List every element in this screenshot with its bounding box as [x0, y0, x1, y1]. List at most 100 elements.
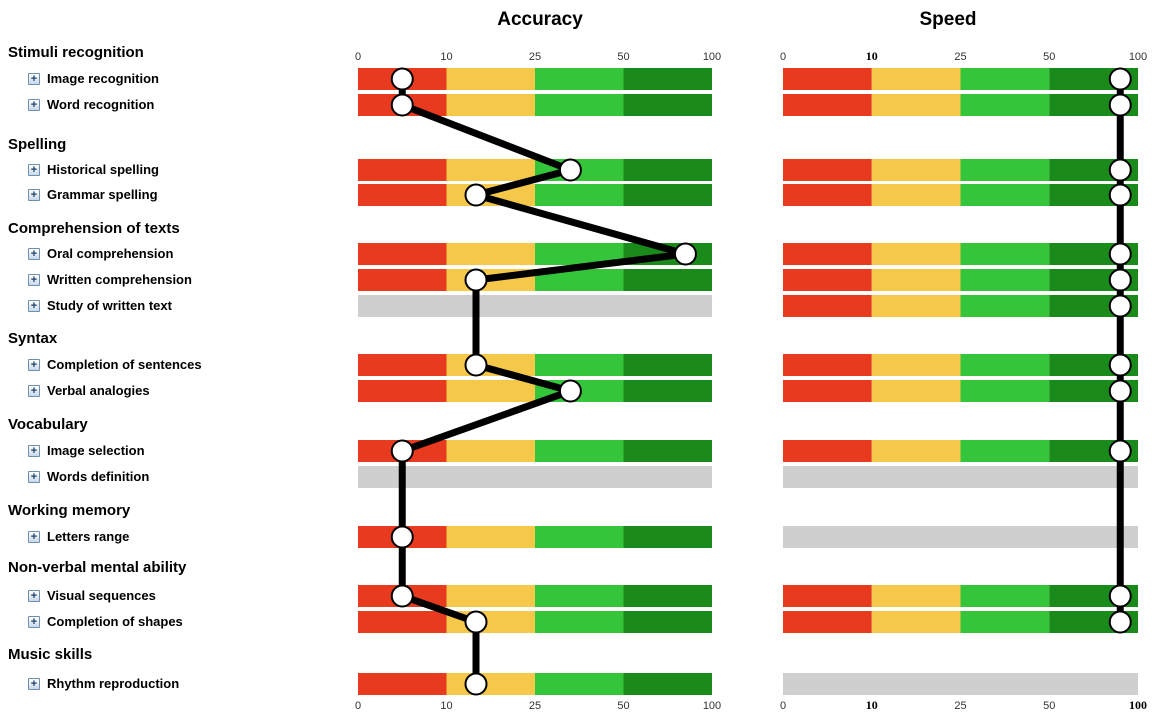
speed-bar-segment [783, 380, 872, 402]
expand-plus-icon[interactable]: + [28, 358, 40, 371]
accuracy-bar-segment [535, 354, 624, 376]
accuracy-bar-segment [623, 585, 712, 607]
speed-bar-segment [871, 184, 961, 206]
speed-score-marker [1108, 439, 1132, 463]
accuracy-bar-segment [623, 440, 712, 462]
expand-plus-icon[interactable]: + [28, 247, 40, 260]
accuracy-score-marker [464, 183, 488, 207]
speed-bar-segment [960, 380, 1050, 402]
accuracy-score-marker [464, 672, 488, 696]
speed-title: Speed [919, 9, 977, 30]
row-item[interactable]: + Visual sequences [28, 588, 156, 603]
expand-plus-icon[interactable]: + [28, 589, 40, 602]
expand-plus-icon[interactable]: + [28, 273, 40, 286]
accuracy-bar-segment [535, 243, 624, 265]
row-item[interactable]: + Written comprehension [28, 272, 192, 287]
expand-plus-icon[interactable]: + [28, 677, 40, 690]
accuracy-tick-label: 25 [529, 700, 541, 712]
speed-bar-segment [783, 354, 872, 376]
row-item[interactable]: + Words definition [28, 469, 149, 484]
accuracy-tick-label: 0 [355, 700, 361, 712]
accuracy-bar-segment [446, 440, 535, 462]
expand-plus-icon[interactable]: + [28, 299, 40, 312]
speed-score-marker [1108, 242, 1132, 266]
speed-empty-bar [783, 526, 1138, 548]
accuracy-bar-segment [535, 440, 624, 462]
speed-bar-segment [783, 184, 872, 206]
accuracy-score-marker [390, 93, 414, 117]
speed-bar-segment [871, 269, 961, 291]
row-item[interactable]: + Oral comprehension [28, 246, 173, 261]
row-item[interactable]: + Completion of shapes [28, 614, 183, 629]
speed-bar-segment [871, 585, 961, 607]
accuracy-bar-segment [446, 673, 535, 695]
accuracy-tick-label: 0 [355, 51, 361, 63]
accuracy-bar-segment [623, 184, 712, 206]
accuracy-bar-segment [535, 269, 624, 291]
accuracy-bar-segment [358, 184, 447, 206]
speed-tick-label: 0 [780, 51, 786, 63]
row-item[interactable]: + Image selection [28, 443, 145, 458]
category-label: Vocabulary [8, 416, 88, 433]
speed-bar-segment [960, 243, 1050, 265]
speed-bar-segment [783, 295, 872, 317]
row-item[interactable]: + Word recognition [28, 97, 154, 112]
speed-score-marker [1108, 294, 1132, 318]
accuracy-bar-segment [623, 269, 712, 291]
speed-score-marker [1108, 268, 1132, 292]
expand-plus-icon[interactable]: + [28, 188, 40, 201]
speed-score-marker [1108, 93, 1132, 117]
accuracy-bar-segment [535, 673, 624, 695]
accuracy-score-marker [390, 584, 414, 608]
accuracy-bar-segment [535, 184, 624, 206]
row-item-label: Letters range [47, 529, 130, 544]
accuracy-bar-segment [623, 354, 712, 376]
expand-plus-icon[interactable]: + [28, 384, 40, 397]
speed-bar-segment [783, 94, 872, 116]
accuracy-bar-segment [535, 526, 624, 548]
accuracy-bar-segment [623, 94, 712, 116]
speed-score-marker [1108, 353, 1132, 377]
accuracy-tick-label: 50 [617, 51, 629, 63]
accuracy-bar-segment [623, 673, 712, 695]
accuracy-tick-label: 50 [617, 700, 629, 712]
row-item[interactable]: + Completion of sentences [28, 357, 202, 372]
speed-bar-segment [960, 68, 1050, 90]
row-item[interactable]: + Letters range [28, 529, 129, 544]
accuracy-bar-segment [446, 68, 535, 90]
category-label: Working memory [8, 502, 131, 519]
row-item[interactable]: + Grammar spelling [28, 187, 158, 202]
category-label: Non-verbal mental ability [8, 559, 187, 576]
row-item-label: Oral comprehension [47, 246, 174, 261]
speed-bar-segment [960, 269, 1050, 291]
speed-empty-bar [783, 466, 1138, 488]
accuracy-bar-segment [446, 354, 535, 376]
row-item[interactable]: + Image recognition [28, 71, 159, 86]
expand-plus-icon[interactable]: + [28, 163, 40, 176]
speed-tick-label: 50 [1043, 700, 1055, 712]
speed-bar-segment [783, 585, 872, 607]
expand-plus-icon[interactable]: + [28, 470, 40, 483]
speed-bar-segment [871, 68, 961, 90]
speed-bar-segment [871, 611, 961, 633]
row-item[interactable]: + Verbal analogies [28, 383, 150, 398]
speed-tick-label: 100 [1129, 51, 1147, 63]
accuracy-bar-segment [358, 269, 447, 291]
speed-bar-segment [783, 68, 872, 90]
expand-plus-icon[interactable]: + [28, 530, 40, 543]
expand-plus-icon[interactable]: + [28, 72, 40, 85]
accuracy-bar-segment [623, 68, 712, 90]
accuracy-bar-segment [623, 611, 712, 633]
accuracy-score-marker [464, 268, 488, 292]
expand-plus-icon[interactable]: + [28, 444, 40, 457]
row-item[interactable]: + Study of written text [28, 298, 172, 313]
speed-score-marker [1108, 183, 1132, 207]
row-item[interactable]: + Rhythm reproduction [28, 676, 179, 691]
expand-plus-icon[interactable]: + [28, 615, 40, 628]
accuracy-bar-segment [446, 243, 535, 265]
expand-plus-icon[interactable]: + [28, 98, 40, 111]
row-item[interactable]: + Historical spelling [28, 162, 159, 177]
row-item-label: Completion of sentences [47, 357, 202, 372]
speed-bar-segment [960, 585, 1050, 607]
speed-bar-segment [783, 611, 872, 633]
